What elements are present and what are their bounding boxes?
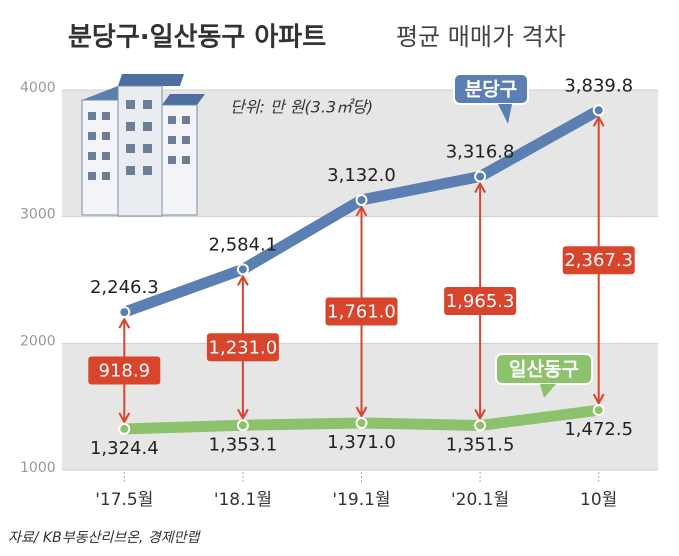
difference-label: 918.9 — [99, 361, 151, 382]
callout-tail — [498, 104, 512, 124]
source: 자료/ KB부동산리브온, 경제만랩 — [8, 530, 202, 546]
x-tick-label: '20.1월 — [451, 490, 509, 510]
y-tick-label: 4000 — [20, 80, 56, 96]
legend-label: 분당구 — [465, 79, 517, 101]
data-point — [118, 422, 131, 435]
data-point — [592, 404, 605, 417]
difference-label: 1,965.3 — [446, 291, 515, 312]
data-label: 1,351.5 — [446, 434, 515, 455]
arrow-head — [592, 393, 605, 406]
y-tick-label: 1000 — [20, 460, 56, 476]
difference-label: 1,231.0 — [209, 337, 278, 358]
arrow-head — [118, 317, 131, 329]
arrow-head — [118, 412, 131, 424]
data-point — [474, 419, 487, 432]
building-icon — [81, 74, 205, 217]
data-label: 1,371.0 — [327, 432, 396, 453]
data-label: 2,584.1 — [209, 234, 278, 255]
y-tick-label: 3000 — [20, 207, 56, 223]
data-label: 1,324.4 — [90, 438, 159, 459]
arrow-head — [474, 408, 486, 421]
difference-box — [325, 297, 398, 326]
data-label: 3,316.8 — [446, 142, 515, 163]
data-point — [118, 306, 131, 319]
arrow-head — [592, 115, 605, 127]
arrow-head — [237, 274, 249, 286]
data-label: 3,839.8 — [564, 75, 633, 96]
data-point — [592, 104, 605, 117]
difference-box — [88, 356, 161, 385]
data-label: 2,246.3 — [90, 277, 159, 298]
series-callout — [453, 73, 529, 105]
x-tick-label: '19.1월 — [332, 490, 390, 510]
data-label: 1,472.5 — [564, 419, 633, 440]
data-point — [236, 263, 249, 276]
arrow-head — [474, 181, 486, 194]
arrow-head — [355, 204, 368, 217]
difference-box — [206, 333, 279, 362]
data-point — [236, 419, 249, 432]
difference-box — [444, 287, 517, 316]
data-point — [355, 417, 368, 430]
arrow-head — [237, 408, 249, 421]
unit-note: 단위: 만 원(3.3㎡당) — [230, 98, 373, 117]
difference-label: 1,761.0 — [327, 301, 396, 322]
y-tick-label: 2000 — [20, 333, 56, 349]
callout-tail — [540, 384, 556, 398]
data-point — [355, 193, 368, 206]
data-label: 1,353.1 — [209, 434, 278, 455]
x-tick-label: '18.1월 — [214, 490, 272, 510]
difference-box — [562, 246, 635, 275]
chart-subtitle: 평균 매매가 격차 — [396, 23, 566, 51]
x-tick-label: 10월 — [580, 490, 617, 510]
x-tick-label: '17.5월 — [95, 490, 153, 510]
legend-label: 일산동구 — [509, 359, 579, 381]
data-point — [474, 170, 487, 183]
data-label: 3,132.0 — [327, 165, 396, 186]
arrow-head — [355, 406, 368, 419]
chart-title: 분당구·일산동구 아파트 — [68, 23, 326, 53]
difference-label: 2,367.3 — [564, 250, 633, 271]
